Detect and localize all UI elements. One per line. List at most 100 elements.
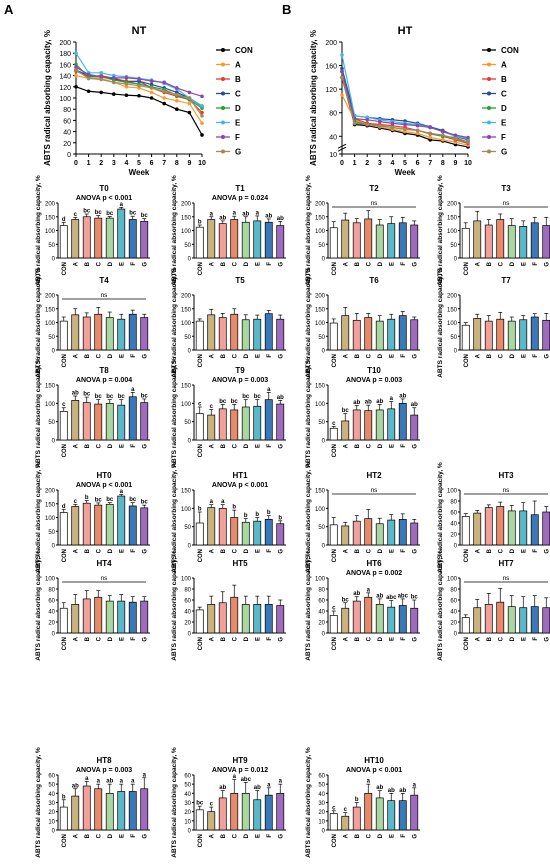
x-tick-label: CON [198,354,204,367]
bar-f [128,219,137,259]
bar-con [329,524,338,546]
x-tick-label: G [544,637,550,642]
bar-a [341,315,350,351]
bar-d [105,402,114,441]
y-tick-label: 100 [181,577,192,583]
bar-d [375,320,384,351]
bar-a [207,219,216,259]
data-point [441,138,445,142]
chart-title: T10 [367,366,381,375]
x-tick-label: D [244,261,250,266]
chart-title: T3 [501,184,511,193]
legend-marker [487,91,491,96]
x-tick-label: 4 [390,160,394,167]
bar-f [398,518,407,546]
y-tick-label: 60 [48,599,55,605]
y-axis-label: ABTS radical absorbing capacity, % [171,747,178,858]
x-tick-label: F [533,354,539,358]
significance-letter: a [233,211,237,217]
y-tick-label: 60 [318,774,325,780]
x-tick-label: C [96,548,102,553]
data-point [86,72,91,77]
x-tick-label: G [412,354,418,359]
y-axis-label: ABTS radical absorbing capacity, % [43,30,52,166]
y-axis-label: ABTS radical absorbing capacity, % [35,747,42,858]
bar-g [542,511,550,546]
bar-b [352,409,361,441]
data-point [86,89,91,94]
y-tick-label: 30 [184,801,191,807]
x-tick-label: A [343,443,349,448]
x-tick-label: F [267,834,273,838]
x-tick-label: E [119,354,125,358]
y-tick-label: 50 [184,243,191,249]
data-point [74,51,78,55]
data-point [187,110,192,115]
data-point [428,131,433,136]
x-tick-label: E [521,354,527,358]
significance-letter: c [332,421,336,427]
y-tick-label: 10 [329,152,337,159]
legend-label: F [501,133,506,142]
x-tick-label: CON [464,262,470,275]
x-tick-label: A [73,443,79,448]
bar-e [519,510,528,546]
y-axis-label: ABTS radical absorbing capacity, % [171,357,178,468]
bar-con [59,607,68,634]
data-point [99,90,103,95]
data-point [390,125,395,130]
bar-f [128,313,137,351]
significance-letter: c [74,212,78,218]
x-tick-label: CON [198,834,204,847]
bar-c [230,219,239,259]
chart-title: HT4 [96,559,112,568]
bar-c [496,601,505,634]
axis-break [337,143,347,152]
legend-marker [487,48,491,52]
x-tick-label: B [487,353,493,358]
bar-d [241,521,250,546]
significance-letter: ab [242,211,249,217]
y-tick-label: 50 [450,335,457,341]
significance-letter: ab [376,399,383,405]
significance-letter: b [198,507,202,513]
bar-con [59,411,68,441]
significance-letter: bc [342,408,350,414]
bar-con [195,320,204,351]
legend-label: E [235,119,241,128]
significance-letter: abc [241,777,252,783]
x-tick-label: D [244,548,250,553]
x-tick-label: G [412,834,418,839]
x-tick-label: 4 [124,160,128,167]
y-tick-label: 80 [63,107,71,114]
x-tick-label: A [73,636,79,641]
x-tick-label: E [255,834,261,838]
significance-letter: a [390,396,394,402]
y-tick-label: 160 [325,64,337,71]
bar-e [253,220,262,259]
bar-e [387,223,396,259]
bar-g [140,402,149,441]
x-tick-label: G [278,637,284,642]
x-tick-label: B [487,636,493,641]
bar-f [264,399,273,441]
bar-f [128,601,137,634]
x-tick-label: D [510,261,516,266]
legend-marker [221,62,225,67]
bar-a [71,400,80,441]
x-tick-label: A [343,548,349,553]
x-tick-label: E [389,444,395,448]
x-tick-label: B [221,261,227,266]
data-point [175,86,179,90]
x-tick-label: F [401,637,407,641]
legend-label: B [501,75,507,84]
bar-a [207,314,216,351]
x-tick-label: C [498,261,504,266]
bar-g [276,225,285,259]
significance-letter: bc [118,394,126,400]
